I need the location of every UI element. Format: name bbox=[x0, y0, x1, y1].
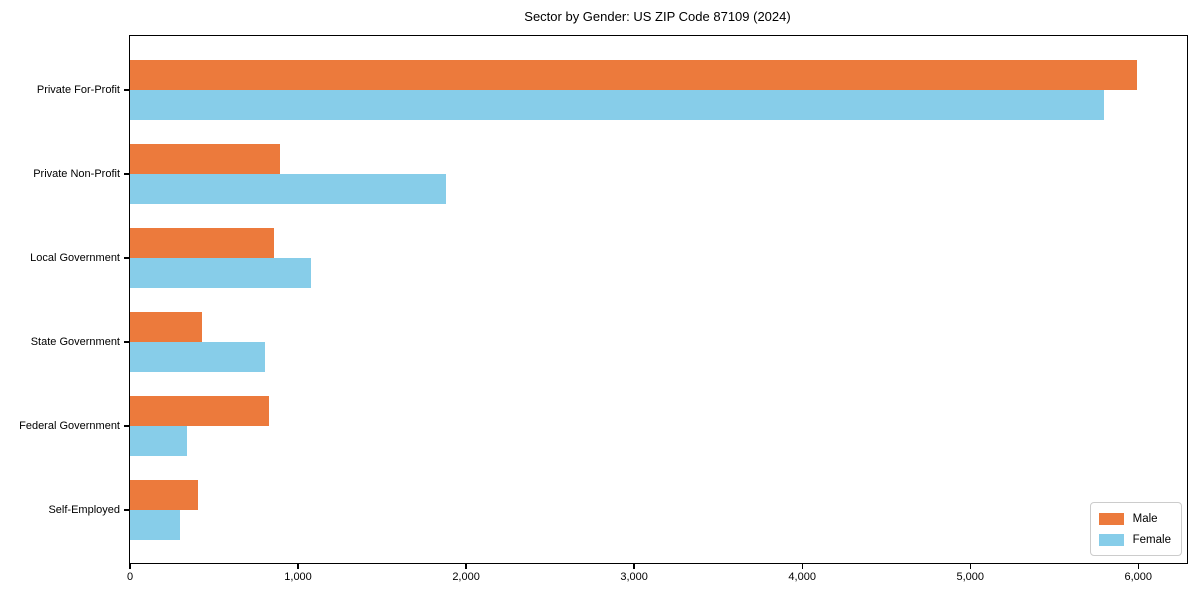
x-tick-mark-2000 bbox=[465, 564, 467, 569]
x-tick-label-3000: 3,000 bbox=[620, 571, 648, 583]
legend-label-male: Male bbox=[1132, 512, 1158, 525]
y-tick-label-federal-government: Federal Government bbox=[19, 420, 120, 432]
legend-item-male: Male bbox=[1098, 510, 1171, 527]
x-tick-mark-6000 bbox=[1137, 564, 1139, 569]
bar-male-private-for-profit bbox=[130, 60, 1137, 90]
plot-area: Private For-Profit Private Non-Profit Loca… bbox=[19, 35, 1188, 583]
y-tick-mark-private-non-profit bbox=[124, 173, 129, 175]
legend-swatch-male bbox=[1098, 512, 1124, 525]
y-tick-label-self-employed: Self-Employed bbox=[48, 504, 120, 516]
bar-female-self-employed bbox=[130, 510, 180, 540]
bar-male-state-government bbox=[130, 312, 203, 342]
x-tick-label-2000: 2,000 bbox=[452, 571, 480, 583]
y-tick-label-private-non-profit: Private Non-Profit bbox=[33, 168, 120, 180]
x-tick-mark-1000 bbox=[297, 564, 299, 569]
x-tick-mark-5000 bbox=[969, 564, 971, 569]
y-tick-label-state-government: State Government bbox=[30, 336, 120, 348]
legend-item-female: Female bbox=[1098, 531, 1171, 548]
y-tick-label-local-government: Local Government bbox=[30, 252, 120, 264]
bar-female-state-government bbox=[130, 342, 266, 372]
y-tick-label-private-for-profit: Private For-Profit bbox=[36, 84, 120, 96]
bar-male-self-employed bbox=[130, 480, 199, 510]
bar-male-federal-government bbox=[130, 396, 269, 426]
y-tick-mark-self-employed bbox=[124, 509, 129, 511]
bar-female-local-government bbox=[130, 258, 311, 288]
x-tick-label-4000: 4,000 bbox=[788, 571, 816, 583]
x-tick-mark-4000 bbox=[801, 564, 803, 569]
x-tick-label-0: 0 bbox=[126, 571, 134, 583]
x-tick-mark-3000 bbox=[633, 564, 635, 569]
x-tick-label-5000: 5,000 bbox=[956, 571, 984, 583]
legend-swatch-female bbox=[1098, 533, 1124, 546]
legend-label-female: Female bbox=[1132, 533, 1171, 546]
bar-male-private-non-profit bbox=[130, 144, 281, 174]
x-tick-label-1000: 1,000 bbox=[284, 571, 312, 583]
y-tick-mark-private-for-profit bbox=[124, 89, 129, 91]
x-tick-mark-0 bbox=[129, 564, 131, 569]
y-tick-mark-state-government bbox=[124, 341, 129, 343]
x-tick-label-6000: 6,000 bbox=[1124, 571, 1153, 583]
legend: Male Female bbox=[1089, 502, 1182, 556]
y-tick-mark-local-government bbox=[124, 257, 129, 259]
bar-female-private-non-profit bbox=[130, 174, 446, 204]
bar-male-local-government bbox=[130, 228, 274, 258]
bar-female-private-for-profit bbox=[130, 90, 1104, 120]
chart-title: Sector by Gender: US ZIP Code 87109 (202… bbox=[524, 9, 791, 24]
bar-female-federal-government bbox=[130, 426, 188, 456]
y-tick-mark-federal-government bbox=[124, 425, 129, 427]
